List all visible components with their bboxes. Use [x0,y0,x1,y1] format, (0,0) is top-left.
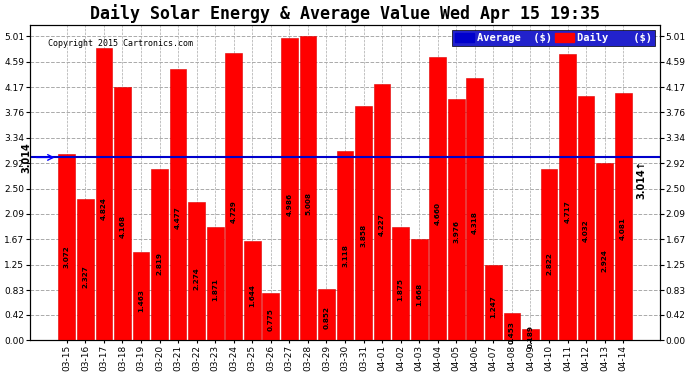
Text: 0.852: 0.852 [324,306,329,328]
Text: 3.072: 3.072 [64,245,70,268]
Text: 1.871: 1.871 [213,278,218,301]
Bar [411,239,428,340]
Text: 3.118: 3.118 [342,244,348,267]
Text: 4.318: 4.318 [472,211,477,234]
Bar [244,241,261,340]
Text: 1.644: 1.644 [249,284,255,307]
Text: 0.775: 0.775 [268,308,274,331]
Text: 4.729: 4.729 [230,200,237,223]
Bar [226,53,242,340]
Bar [485,265,502,340]
Text: 4.660: 4.660 [435,202,441,225]
Text: 0.453: 0.453 [509,321,515,344]
Text: 4.477: 4.477 [175,207,181,230]
Text: 1.875: 1.875 [397,278,404,301]
Bar [207,227,224,340]
Text: 4.168: 4.168 [119,215,126,238]
Text: 3.976: 3.976 [453,220,460,243]
Text: 1.668: 1.668 [416,283,422,306]
Bar [318,289,335,340]
Bar [337,151,353,340]
Text: 4.986: 4.986 [286,193,293,216]
Legend: Average  ($), Daily    ($): Average ($), Daily ($) [452,30,655,46]
Bar [77,199,94,340]
Bar [522,329,539,340]
Bar [448,99,464,340]
Bar [615,93,631,340]
Bar [114,87,131,340]
Text: 1.247: 1.247 [491,295,496,318]
Bar [429,57,446,340]
Text: 2.819: 2.819 [157,252,163,275]
Text: 2.924: 2.924 [602,249,608,272]
Text: 4.081: 4.081 [620,217,626,240]
Text: 2.274: 2.274 [194,267,199,290]
Bar [374,84,391,340]
Bar [170,69,186,341]
Bar [355,106,372,340]
Text: 4.227: 4.227 [379,213,385,236]
Text: 1.463: 1.463 [138,289,144,312]
Text: Copyright 2015 Cartronics.com: Copyright 2015 Cartronics.com [48,39,193,48]
Text: 0.189: 0.189 [527,326,533,348]
Text: 5.008: 5.008 [305,192,311,215]
Bar [466,78,483,340]
Bar [59,154,75,340]
Bar [299,36,316,340]
Text: 3.858: 3.858 [361,224,366,247]
Bar [541,169,558,340]
Text: 3.014: 3.014 [21,142,32,173]
Bar [596,163,613,340]
Text: 2.822: 2.822 [546,252,552,275]
Bar [559,54,576,340]
Bar [393,226,409,340]
Bar [578,96,594,340]
Title: Daily Solar Energy & Average Value Wed Apr 15 19:35: Daily Solar Energy & Average Value Wed A… [90,4,600,23]
Text: 3.014↑: 3.014↑ [636,160,646,200]
Bar [504,313,520,340]
Text: 4.717: 4.717 [564,200,571,223]
Bar [132,252,149,340]
Bar [188,202,205,340]
Text: 4.824: 4.824 [101,197,107,220]
Bar [96,48,112,340]
Bar [281,38,297,340]
Bar [262,293,279,340]
Bar [151,169,168,340]
Text: 4.032: 4.032 [583,219,589,242]
Text: 2.327: 2.327 [82,266,88,288]
